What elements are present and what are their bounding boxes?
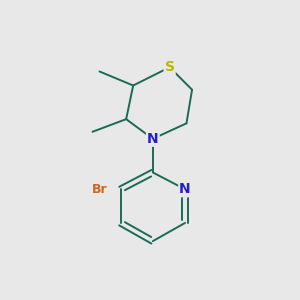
Text: N: N <box>147 132 159 146</box>
Text: N: N <box>179 182 191 196</box>
Text: S: S <box>165 60 175 74</box>
Text: Br: Br <box>92 183 107 196</box>
